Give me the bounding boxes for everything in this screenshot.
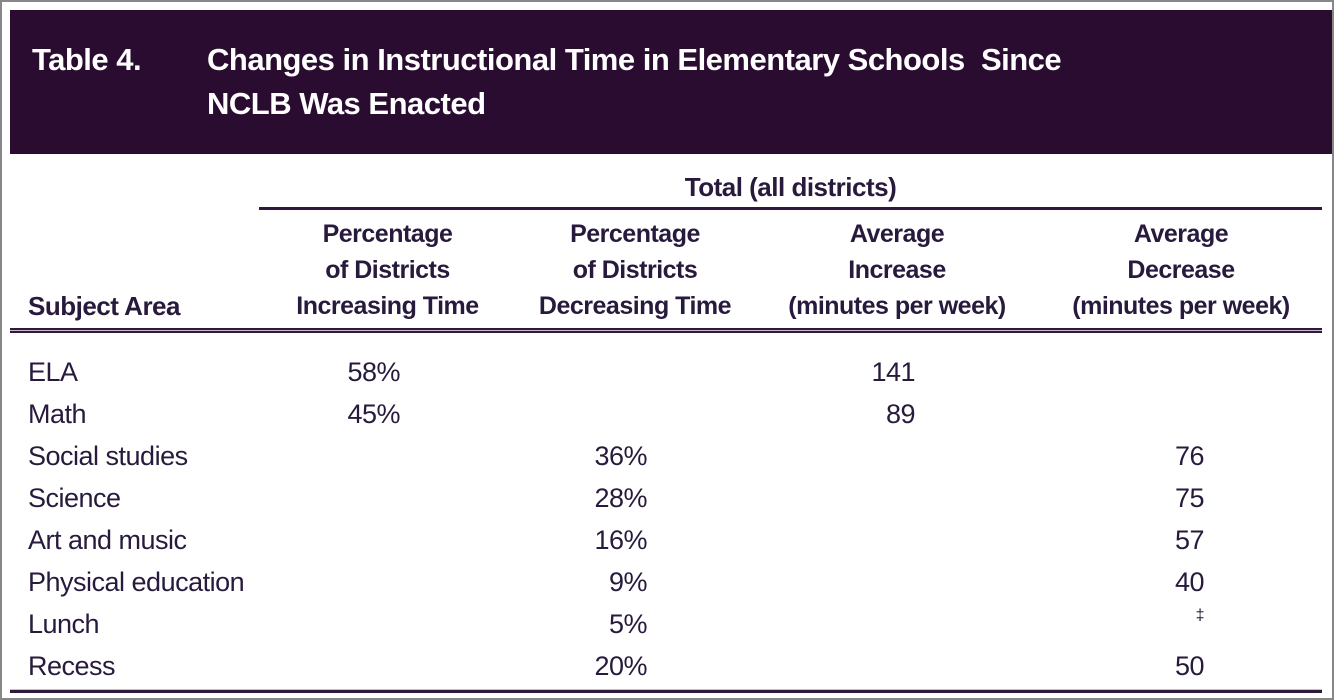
cell-avg-increase xyxy=(754,561,1040,603)
total-span-header: Total (all districts) xyxy=(259,170,1322,210)
cell-avg-decrease xyxy=(1040,351,1322,393)
column-header-subject-area: Subject Area xyxy=(28,291,180,321)
cell-pct-increasing xyxy=(259,603,516,645)
column-header-avg-decrease: Average Decrease (minutes per week) xyxy=(1072,220,1290,320)
cell-pct-decreasing: 28% xyxy=(594,483,647,513)
cell-pct-increasing xyxy=(259,435,516,477)
cell-avg-decrease: 57 xyxy=(1174,525,1205,555)
column-header-avg-increase: Average Increase (minutes per week) xyxy=(788,220,1006,320)
cell-avg-increase xyxy=(754,435,1040,477)
cell-pct-increasing xyxy=(259,519,516,561)
cell-avg-decrease footnote: ‡ xyxy=(1195,607,1205,624)
cell-avg-increase: 141 xyxy=(871,357,915,387)
cell-subject: Art and music xyxy=(28,525,187,555)
cell-pct-increasing xyxy=(259,645,516,687)
table-title: Changes in Instructional Time in Element… xyxy=(207,42,1062,121)
cell-pct-increasing: 45% xyxy=(347,399,400,429)
cell-avg-increase xyxy=(754,477,1040,519)
cell-subject: Science xyxy=(28,483,121,513)
header-spacer-cell xyxy=(10,170,259,210)
cell-pct-decreasing: 9% xyxy=(608,567,648,597)
cell-subject: Physical education xyxy=(28,567,245,597)
cell-avg-decrease: 40 xyxy=(1174,567,1205,597)
cell-avg-increase: 89 xyxy=(885,399,916,429)
cell-subject: ELA xyxy=(28,357,78,387)
cell-pct-decreasing xyxy=(516,351,754,393)
rows-gap xyxy=(10,333,1322,351)
cell-avg-increase xyxy=(754,519,1040,561)
cell-pct-decreasing: 5% xyxy=(608,609,648,639)
data-table: Total (all districts) Subject Area Perce… xyxy=(10,170,1322,693)
cell-subject: Lunch xyxy=(28,609,100,639)
cell-avg-increase xyxy=(754,603,1040,645)
cell-pct-decreasing: 20% xyxy=(594,651,647,681)
column-header-pct-decreasing: Percentage of Districts Decreasing Time xyxy=(538,220,732,320)
bottom-rule xyxy=(10,689,1322,693)
cell-subject: Math xyxy=(28,399,87,429)
column-header-pct-increasing: Percentage of Districts Increasing Time xyxy=(296,220,479,320)
header-rule xyxy=(10,328,1322,333)
table-number-label: Table 4. xyxy=(32,42,142,77)
cell-avg-increase xyxy=(754,645,1040,687)
cell-subject: Recess xyxy=(28,651,116,681)
cell-pct-increasing: 58% xyxy=(347,357,400,387)
cell-subject: Social studies xyxy=(28,441,188,471)
table-title-bar: Table 4. Changes in Instructional Time i… xyxy=(10,10,1332,154)
cell-pct-decreasing: 16% xyxy=(594,525,647,555)
cell-pct-increasing xyxy=(259,561,516,603)
cell-pct-decreasing: 36% xyxy=(594,441,647,471)
cell-avg-decrease: 76 xyxy=(1174,441,1205,471)
cell-pct-decreasing xyxy=(516,393,754,435)
cell-avg-decrease: 75 xyxy=(1174,483,1205,513)
cell-pct-increasing xyxy=(259,477,516,519)
cell-avg-decrease xyxy=(1040,393,1322,435)
cell-avg-decrease: 50 xyxy=(1174,651,1205,681)
